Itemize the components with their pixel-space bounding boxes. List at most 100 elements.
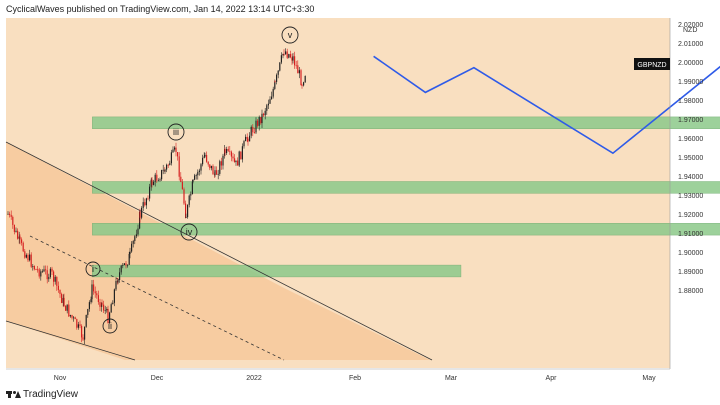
tradingview-logo[interactable]: TradingView xyxy=(6,389,78,400)
candle-body xyxy=(135,234,137,237)
candle-body xyxy=(252,126,254,133)
candle-body xyxy=(283,54,285,55)
candle-body xyxy=(220,161,222,166)
price-tick-label: 1.99000 xyxy=(678,79,703,86)
candle-body xyxy=(292,56,294,61)
candle-body xyxy=(210,165,212,169)
candle-body xyxy=(68,304,70,317)
candle-body xyxy=(267,103,269,106)
projection-path[interactable] xyxy=(373,20,720,155)
candle-body xyxy=(82,337,84,340)
candle-body xyxy=(62,297,64,303)
candle-body xyxy=(249,135,251,142)
candle-body xyxy=(301,85,303,86)
candle-body xyxy=(180,176,182,183)
candle-body xyxy=(197,171,199,176)
candle-body xyxy=(234,158,236,163)
descending-channel-fill xyxy=(6,142,430,360)
candle-body xyxy=(206,154,208,162)
candle-body xyxy=(115,280,117,290)
candle-body xyxy=(187,204,189,218)
candle-body xyxy=(101,302,103,307)
channel-upper-line[interactable] xyxy=(5,141,433,361)
candle-body xyxy=(97,295,99,303)
candle-body xyxy=(183,189,185,204)
candle-body xyxy=(194,175,196,180)
price-tick-label: 1.98000 xyxy=(678,98,703,105)
zone-band[interactable] xyxy=(92,223,720,236)
candle-body xyxy=(247,138,249,142)
candle-body xyxy=(255,120,257,133)
candle-body xyxy=(198,170,200,172)
time-axis[interactable]: Nov Dec 2022 Feb Mar Apr May xyxy=(54,375,656,382)
currency-label: NZD xyxy=(683,27,697,34)
candle-body xyxy=(90,299,92,303)
candle-body xyxy=(107,309,109,323)
candle-body xyxy=(131,243,133,252)
channel-lower-line[interactable] xyxy=(5,320,136,361)
candle-body xyxy=(35,269,37,271)
candle-body xyxy=(202,157,204,165)
candle-body xyxy=(112,302,114,305)
symbol-text: GBPNZD xyxy=(637,62,666,69)
candle-body xyxy=(119,272,121,280)
candle-body xyxy=(224,149,226,154)
candle-body xyxy=(264,110,266,116)
zone-band[interactable] xyxy=(92,116,720,129)
footer: TradingView xyxy=(0,387,720,405)
candle-body xyxy=(190,194,192,196)
candle-body xyxy=(219,161,221,174)
zone-band[interactable] xyxy=(92,181,720,194)
candle-body xyxy=(177,152,179,157)
candle-body xyxy=(51,268,53,272)
price-tick-label: 1.89000 xyxy=(678,269,703,276)
candle-body xyxy=(139,211,141,218)
candle-body xyxy=(157,180,159,182)
candle-body xyxy=(291,57,293,61)
candle-body xyxy=(212,165,214,175)
candle-body xyxy=(303,82,305,86)
candle-body xyxy=(174,147,176,150)
candle-body xyxy=(297,65,299,74)
candle-body xyxy=(129,251,131,255)
candle-body xyxy=(272,88,274,97)
candle-body xyxy=(77,324,79,328)
candle-body xyxy=(81,325,83,338)
candle-body xyxy=(10,214,12,217)
candle-body xyxy=(103,304,105,311)
candle-body xyxy=(74,317,76,320)
price-tick-label: 1.88000 xyxy=(678,288,703,295)
candle-body xyxy=(144,202,146,206)
candle-body xyxy=(229,150,231,152)
candle-body xyxy=(151,179,153,185)
zone-band[interactable] xyxy=(92,264,462,278)
publisher-header: CyclicalWaves published on TradingView.c… xyxy=(0,0,720,18)
candle-body xyxy=(48,276,50,280)
candle-body xyxy=(188,195,190,205)
candle-body xyxy=(227,148,229,151)
time-tick-label: Nov xyxy=(54,375,67,382)
candle-body xyxy=(54,276,56,282)
candle-body xyxy=(253,132,255,134)
candle-body xyxy=(288,54,290,58)
candle-body xyxy=(142,202,144,208)
candle-body xyxy=(195,175,197,177)
candle-body xyxy=(162,169,164,171)
candle-body xyxy=(172,149,174,153)
tradingview-logo-icon xyxy=(6,390,21,399)
candle-body xyxy=(161,170,163,180)
tradingview-logo-text: TradingView xyxy=(23,389,79,400)
candle-body xyxy=(15,230,17,232)
candle-body xyxy=(263,113,265,116)
channel-mid-dashed-line[interactable] xyxy=(29,235,285,361)
candle-body xyxy=(32,266,34,267)
candle-body xyxy=(153,181,155,185)
candle-body xyxy=(25,254,27,258)
candle-body xyxy=(128,254,130,265)
price-tick-label: 1.92000 xyxy=(678,212,703,219)
price-chart[interactable]: i ii iii iv v 2.02000 2.01000 2.00000 1.990… xyxy=(0,18,720,387)
candle-body xyxy=(185,203,187,218)
candle-body xyxy=(200,164,202,171)
candle-body xyxy=(240,151,242,160)
price-axis[interactable]: 2.02000 2.01000 2.00000 1.99000 1.98000 1.970… xyxy=(678,22,703,295)
